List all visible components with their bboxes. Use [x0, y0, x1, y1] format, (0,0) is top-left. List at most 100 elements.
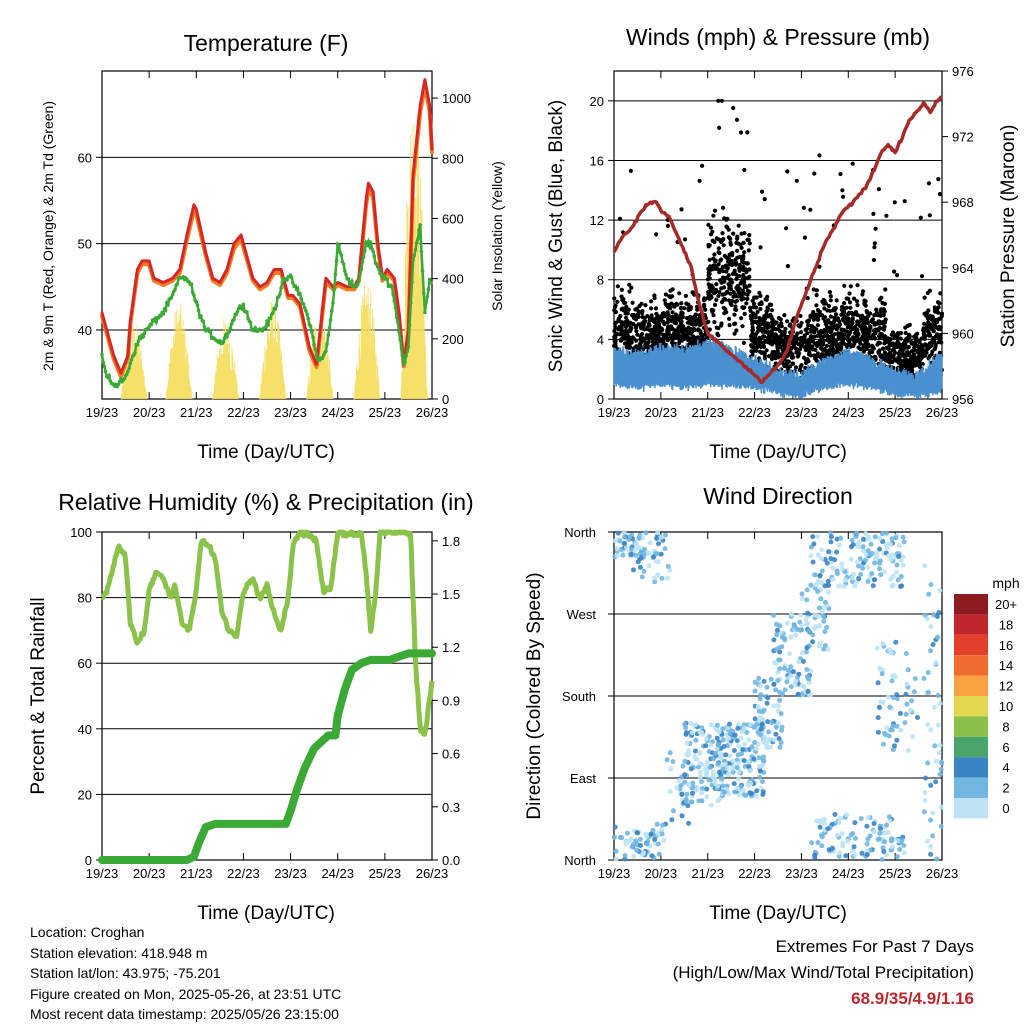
direction-point	[771, 703, 777, 709]
gust-point	[892, 269, 897, 274]
direction-point	[654, 821, 660, 827]
direction-point	[806, 676, 812, 682]
dewpoint-point	[127, 366, 131, 371]
direction-point	[713, 750, 719, 756]
dewpoint-point	[163, 308, 168, 313]
gust-point	[824, 343, 830, 348]
gust-point	[762, 197, 767, 202]
gust-point	[773, 354, 778, 359]
direction-point	[821, 618, 827, 624]
gust-point	[872, 241, 877, 246]
direction-point	[894, 569, 899, 575]
gust-point	[925, 310, 930, 315]
dewpoint-point	[196, 308, 201, 313]
gust-point	[710, 238, 715, 243]
direction-point	[808, 582, 814, 588]
gust-point	[817, 309, 822, 314]
gust-point	[883, 357, 888, 362]
direction-point	[711, 756, 716, 762]
direction-point	[692, 754, 698, 760]
dewpoint-point	[390, 284, 394, 289]
gust-point	[717, 125, 722, 130]
gust-point	[860, 329, 866, 334]
direction-point	[656, 541, 661, 547]
gust-point	[641, 319, 647, 324]
direction-point	[818, 580, 824, 586]
gust-point	[820, 347, 825, 352]
direction-point	[869, 571, 875, 577]
gust-point	[917, 353, 922, 358]
gust-point	[712, 320, 717, 325]
gust-point	[914, 348, 920, 353]
direction-point	[876, 704, 882, 710]
direction-point	[801, 658, 806, 664]
gust-point	[716, 326, 721, 331]
direction-point	[900, 534, 906, 540]
dewpoint-point	[142, 331, 147, 336]
direction-point	[810, 534, 816, 540]
gust-point	[838, 336, 843, 341]
direction-point	[925, 722, 931, 728]
direction-point	[667, 567, 673, 573]
gust-point	[769, 302, 774, 307]
gust-point	[933, 343, 938, 348]
x-tick-label: 20/23	[133, 866, 166, 881]
dewpoint-point	[234, 312, 239, 317]
direction-point	[880, 539, 886, 544]
dewpoint-point	[367, 244, 372, 248]
direction-point	[905, 748, 911, 754]
direction-point	[703, 736, 709, 742]
direction-point	[612, 834, 617, 840]
gust-point	[877, 348, 882, 353]
gust-point	[881, 334, 886, 339]
direction-point	[878, 699, 884, 705]
wind-envelope	[613, 336, 943, 399]
direction-point	[693, 737, 699, 743]
gust-point	[806, 323, 811, 328]
dewpoint-point	[102, 364, 107, 369]
x-tick-label: 21/23	[691, 866, 724, 881]
y-tick-label: 20	[590, 94, 604, 109]
gust-point	[699, 338, 704, 343]
dewpoint-point	[278, 292, 282, 296]
gust-point	[640, 331, 645, 337]
direction-point	[774, 621, 779, 627]
direction-point	[613, 856, 619, 862]
direction-point	[875, 680, 881, 686]
direction-point	[808, 553, 814, 559]
gust-point	[776, 323, 782, 328]
direction-point	[723, 752, 729, 758]
dewpoint-point	[149, 322, 154, 327]
dewpoint-point	[173, 287, 177, 292]
direction-point	[816, 605, 822, 611]
direction-point	[816, 643, 822, 649]
direction-point	[922, 798, 928, 803]
gust-point	[921, 350, 926, 355]
x-tick-label: 19/23	[86, 866, 119, 881]
gust-point	[624, 304, 629, 309]
dewpoint-point	[414, 240, 419, 245]
gust-point	[841, 194, 846, 199]
direction-point	[887, 704, 893, 710]
direction-point	[637, 836, 643, 842]
direction-point	[817, 573, 823, 578]
gust-point	[876, 340, 881, 345]
gust-point	[761, 326, 766, 331]
gust-point	[746, 248, 751, 253]
gust-point	[813, 347, 818, 352]
direction-point	[871, 821, 877, 827]
direction-point	[829, 845, 835, 851]
direction-point	[928, 782, 934, 788]
gust-point	[834, 344, 839, 349]
dewpoint-point	[392, 299, 397, 303]
direction-point	[904, 681, 910, 687]
gust-point	[868, 348, 873, 353]
direction-point	[803, 649, 809, 655]
gust-point	[926, 329, 931, 334]
gust-point	[625, 311, 630, 316]
direction-point	[864, 823, 870, 829]
direction-point	[643, 530, 649, 536]
direction-point	[725, 725, 731, 731]
direction-point	[741, 725, 747, 731]
dewpoint-point	[136, 339, 141, 343]
